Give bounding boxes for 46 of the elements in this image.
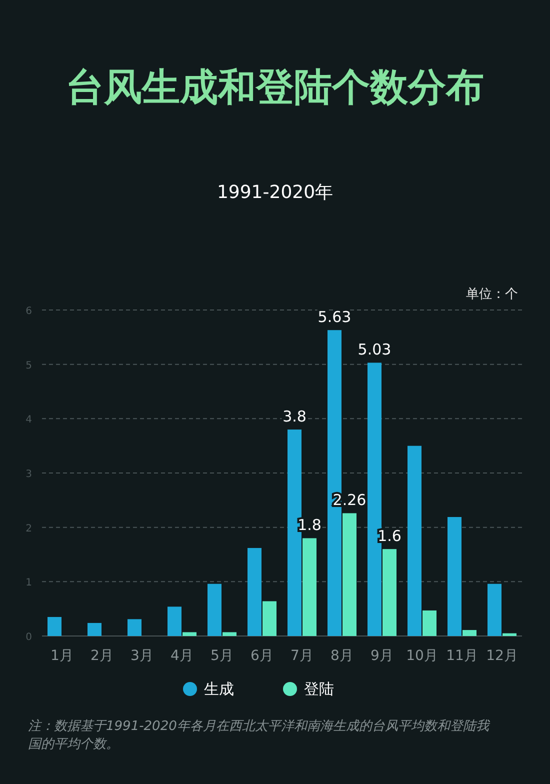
x-tick-label: 10月 <box>406 648 438 664</box>
x-tick-label: 6月 <box>250 648 274 664</box>
bar <box>488 584 502 636</box>
y-tick-label: 6 <box>26 306 32 317</box>
y-tick-label: 4 <box>26 414 32 426</box>
bar <box>222 632 236 636</box>
x-tick-label: 1月 <box>50 648 74 664</box>
bar <box>462 630 476 636</box>
bar <box>342 513 356 636</box>
y-tick-label: 1 <box>26 578 32 589</box>
bar <box>182 632 196 636</box>
x-tick-label: 2月 <box>90 648 114 664</box>
data-label: 5.03 <box>358 340 392 359</box>
bar <box>408 446 422 636</box>
bar <box>128 619 142 636</box>
data-label: 3.8 <box>282 408 306 426</box>
legend-label: 登陆 <box>304 680 334 698</box>
bar <box>168 606 182 636</box>
chart-subtitle: 1991-2020年 <box>216 182 334 203</box>
data-label: 5.63 <box>318 308 352 326</box>
bar <box>502 633 516 636</box>
y-tick-label: 5 <box>26 360 32 372</box>
legend-label: 生成 <box>204 680 234 698</box>
bar <box>88 622 102 636</box>
bar <box>48 616 62 636</box>
bar <box>448 517 462 636</box>
y-tick-label: 0 <box>26 632 32 643</box>
x-tick-label: 5月 <box>210 648 234 664</box>
bar <box>208 584 222 636</box>
x-tick-label: 4月 <box>170 648 194 664</box>
y-axis-title: 单位：个 <box>466 287 518 302</box>
bar <box>422 610 436 636</box>
x-tick-label: 11月 <box>446 648 478 664</box>
chart-title: 台风生成和登陆个数分布 <box>66 65 484 109</box>
bar <box>248 548 262 636</box>
y-tick-label: 2 <box>26 523 32 534</box>
bar <box>262 601 276 636</box>
text: 注：数据基于1991-2020年各月在西北太平洋和南海生成的台风平均数和登陆我国的平均个数。 <box>28 718 492 754</box>
x-tick-label: 12月 <box>486 648 518 664</box>
bar <box>382 549 396 636</box>
x-tick-label: 9月 <box>370 648 394 664</box>
x-tick-label: 8月 <box>330 648 354 664</box>
y-tick-label: 3 <box>26 469 32 480</box>
bar <box>302 538 316 636</box>
x-tick-label: 3月 <box>130 648 154 664</box>
x-tick-label: 7月 <box>290 648 314 664</box>
